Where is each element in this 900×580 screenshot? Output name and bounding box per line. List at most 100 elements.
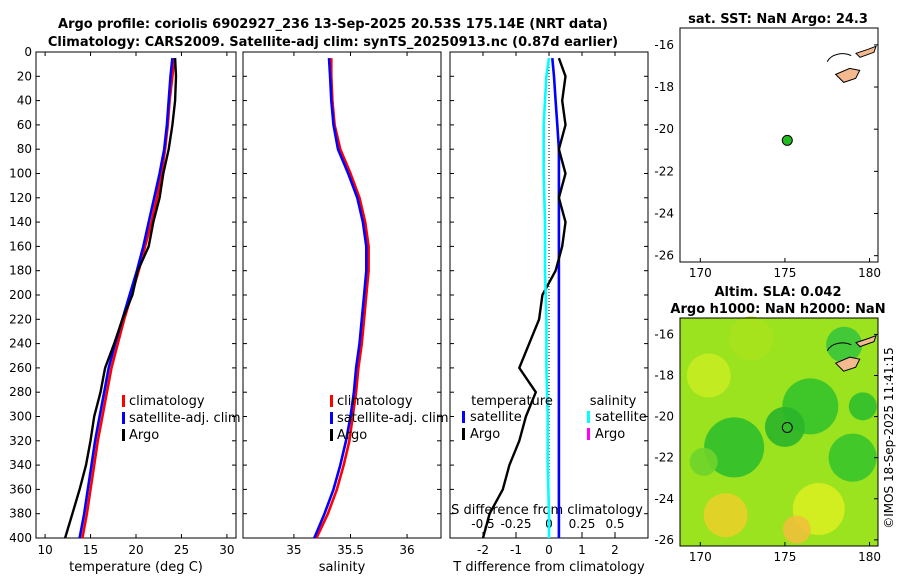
map-y-tick-label: -18	[654, 369, 674, 383]
series-line-climatology	[315, 58, 370, 539]
s-tick-label: -0.25	[500, 517, 531, 531]
y-tick-label: 60	[17, 118, 32, 132]
legend-label: climatology	[337, 394, 413, 409]
y-tick-label: 400	[9, 531, 32, 545]
y-tick-label: 220	[9, 312, 32, 326]
legend-label: Argo	[470, 427, 500, 442]
y-tick-label: 180	[9, 264, 32, 278]
island-vanua-levu	[855, 45, 877, 58]
island-viti-levu	[834, 356, 861, 372]
y-tick-label: 140	[9, 215, 32, 229]
legend-swatch	[122, 395, 125, 407]
legend-swatch	[330, 412, 333, 424]
legend-label: Argo	[337, 428, 367, 443]
x-tick-label: 35.5	[337, 543, 364, 557]
legend-swatch	[587, 428, 590, 440]
x-tick-label: 30	[219, 543, 234, 557]
sla-anomaly-patch	[826, 326, 863, 363]
map-y-tick-label: -22	[654, 451, 674, 465]
series-line-argo	[63, 58, 178, 539]
map-frame	[679, 317, 879, 547]
legend-label: Argo	[129, 428, 159, 443]
map-y-tick-label: -16	[654, 38, 674, 52]
legend-swatch	[462, 428, 465, 440]
y-tick-label: 240	[9, 337, 32, 351]
sla-anomaly-patch	[729, 316, 774, 361]
y-tick-label: 120	[9, 191, 32, 205]
salinity-panel: 35 35.5 36 salinity climatology satellite-adj…	[242, 51, 449, 575]
s-tick-label: -0.5	[471, 517, 494, 531]
sla-anomaly-patch	[764, 406, 805, 447]
y-tick-label: 80	[17, 142, 32, 156]
x-axis-label: salinity	[319, 560, 366, 575]
sla-map: 170 175 180 -16 -18 -20 -22 -24 -26	[654, 316, 881, 564]
island-viti-levu	[834, 67, 861, 83]
s-tick-label: 0.5	[605, 517, 624, 531]
y-tick-label: 0	[24, 45, 32, 59]
y-tick-label: 260	[9, 361, 32, 375]
x-tick-label: 2	[611, 543, 619, 557]
x-tick-label: 15	[83, 543, 98, 557]
y-tick-label: 360	[9, 482, 32, 496]
y-tick-label: 300	[9, 410, 32, 424]
x-tick-label: 35	[286, 543, 301, 557]
series-line-s-satellite	[542, 57, 551, 538]
map-x-tick-label: 170	[689, 550, 712, 564]
y-tick-label: 100	[9, 167, 32, 181]
series-line-t-argo	[481, 57, 567, 539]
legend-title-salinity: salinity	[590, 394, 637, 409]
x-tick-label: 25	[174, 543, 189, 557]
sla-anomaly-patch	[703, 493, 748, 538]
map-y-tick-label: -20	[654, 122, 674, 136]
legend-swatch	[122, 429, 125, 441]
y-tick-label: 40	[17, 94, 32, 108]
x-tick-label: -1	[510, 543, 522, 557]
axes-box	[242, 51, 442, 539]
sst-map: 170 175 180 -16 -18 -20 -22 -24 -26	[654, 27, 881, 280]
series-line-satellite-adj-clim	[78, 57, 174, 539]
x-tick-label: 10	[37, 543, 52, 557]
reef-outline	[826, 342, 852, 352]
y-tick-label: 160	[9, 239, 32, 253]
legend-label: satellite-adj. clim	[129, 411, 241, 426]
map-x-tick-label: 180	[858, 550, 881, 564]
legend-title-temperature: temperature	[471, 394, 553, 409]
y-tick-label: 380	[9, 507, 32, 521]
title-line-1: Argo profile: coriolis 6902927_236 13-Se…	[58, 17, 608, 32]
reef-outline	[826, 53, 852, 62]
map-y-tick-label: -26	[654, 533, 674, 547]
legend-swatch	[587, 411, 590, 423]
map-y-tick-label: -18	[654, 80, 674, 94]
legend-label: satellite	[470, 410, 522, 425]
sla-anomaly-patch	[704, 417, 765, 478]
legend-swatch	[462, 411, 465, 423]
sla-anomaly-patch	[828, 433, 877, 482]
island-vanua-levu	[855, 334, 877, 348]
difference-panel: -2 -1 0 1 2 T difference from climatology -0.5…	[449, 51, 649, 575]
y-tick-label: 320	[9, 434, 32, 448]
legend-label: Argo	[595, 427, 625, 442]
x-tick-label: 1	[578, 543, 586, 557]
map-y-tick-label: -20	[654, 410, 674, 424]
y-tick-label: 280	[9, 385, 32, 399]
series-line-t-satellite	[551, 57, 561, 538]
sla-anomaly-patch	[689, 447, 718, 476]
imos-credit: ©IMOS 18-Sep-2025 11:41:15	[882, 347, 896, 529]
sst-map-title: sat. SST: NaN Argo: 24.3	[688, 12, 868, 27]
sla-anomaly-patch	[686, 353, 731, 398]
argo-location-marker	[781, 421, 793, 433]
s-tick-label: 0.25	[569, 517, 596, 531]
y-tick-label: 20	[17, 69, 32, 83]
argo-location-marker	[781, 134, 793, 146]
legend-swatch	[330, 395, 333, 407]
legend-label: satellite	[595, 410, 647, 425]
x-axis-label: temperature (deg C)	[69, 560, 203, 575]
sla-anomaly-patch	[848, 392, 877, 421]
series-line-satellite-adj-clim	[313, 58, 368, 539]
map-x-tick-label: 175	[773, 550, 796, 564]
legend-label: climatology	[129, 394, 205, 409]
y-tick-label: 200	[9, 288, 32, 302]
temperature-panel: 0 20 40 60 80 100 120 140 160 180 200 220 240 260 280 3…	[9, 45, 241, 575]
